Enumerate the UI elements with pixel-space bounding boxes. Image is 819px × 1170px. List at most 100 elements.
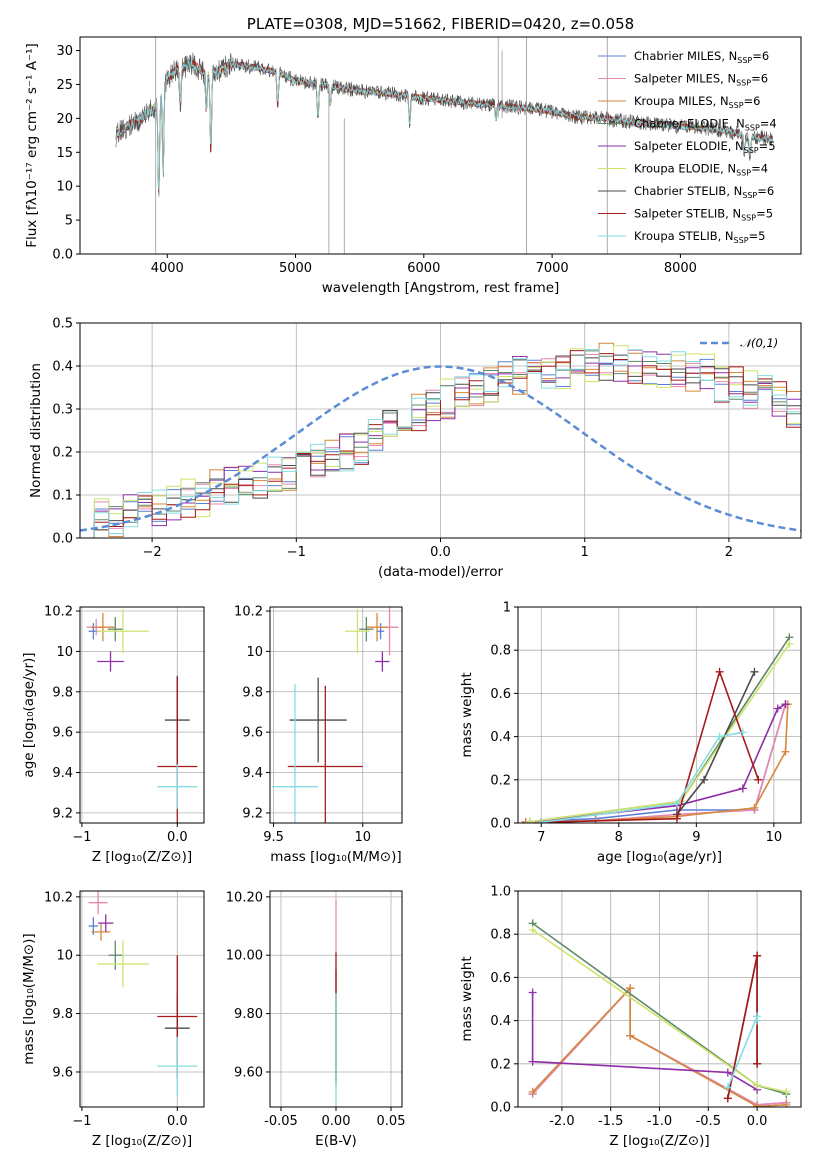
y-tick-label: 0.6: [490, 971, 511, 986]
axes-frame: [517, 606, 802, 824]
legend-label-suffix: =6: [757, 184, 774, 198]
mass-weight-marker: [537, 818, 546, 823]
legend-label-sub: SSP: [729, 101, 744, 110]
mass-weight-line: [529, 643, 791, 823]
mass-weight-marker: [700, 775, 709, 784]
legend-label-main: Salpeter STELIB, N: [634, 207, 741, 221]
errorbar-point: [108, 940, 122, 970]
legend-label-sub: SSP: [741, 214, 756, 223]
y-tick-label: 0.4: [490, 1014, 511, 1029]
x-tick-label: 5000: [279, 261, 312, 276]
x-tick-label: 2: [725, 545, 733, 560]
y-tick-label: 0.0: [52, 248, 73, 263]
legend-label: Salpeter MILES, NSSP=6: [634, 72, 768, 88]
x-axis-label: wavelength [Angstrom, rest frame]: [322, 280, 560, 296]
x-tick-label: -0.5: [696, 1114, 721, 1129]
errorbar-point: [157, 764, 198, 809]
legend-label-sub: SSP: [736, 79, 751, 88]
x-axis-label: E(B-V): [315, 1133, 357, 1149]
y-tick-label: 10: [56, 180, 73, 195]
y-tick-label: 0.8: [490, 644, 511, 659]
histogram-series: [80, 345, 801, 538]
normal-curve: [80, 365, 801, 532]
plot-area-mass-vs-Z: [88, 891, 198, 1096]
x-tick-label: −2: [143, 545, 162, 560]
x-axis-label: Z [log₁₀(Z/Z⊙)]: [92, 1133, 192, 1149]
mass-weight-marker: [782, 1087, 791, 1096]
legend-label: Salpeter ELODIE, NSSP=5: [634, 139, 776, 155]
x-tick-label: −1: [287, 545, 306, 560]
mass-weight-series: [528, 925, 791, 1096]
axes-frame: [269, 606, 403, 824]
y-tick-label: 0.0: [490, 817, 511, 832]
mass-weight-series: [525, 633, 794, 823]
legend-entry: Salpeter MILES, NSSP=6: [598, 72, 768, 88]
mass-weight-marker: [773, 704, 782, 713]
x-axis-label: mass [log₁₀(M/M⊙)]: [270, 849, 401, 865]
x-axis-label: Z [log₁₀(Z/Z⊙)]: [92, 849, 192, 865]
mass-weight-marker: [753, 1081, 762, 1090]
legend-label-main: Kroupa STELIB, N: [634, 229, 734, 243]
y-tick-label: 9.8: [242, 685, 263, 700]
y-tick-label: 0.1: [52, 489, 73, 504]
legend-label-suffix: =6: [744, 94, 761, 108]
mass-weight-line: [529, 636, 791, 823]
y-axis-label: mass weight: [459, 956, 475, 1041]
x-tick-label: 10: [766, 830, 783, 845]
mass-weight-line: [541, 669, 760, 823]
y-tick-label: 10.00: [226, 949, 263, 964]
legend-label: Salpeter STELIB, NSSP=5: [634, 207, 773, 223]
y-tick-label: 0.6: [490, 687, 511, 702]
mass-weight-marker: [750, 667, 759, 676]
mass-weight-marker: [528, 1087, 537, 1096]
y-tick-label: 25: [56, 78, 73, 93]
legend-entry: Chabrier MILES, NSSP=6: [598, 49, 769, 65]
mass-weight-marker: [738, 784, 747, 793]
panel-residual-histogram: −2 −1 0.0 1 2 0.0 0.1 0.2 0.3 0.4 0.5 (data-model)/…: [28, 317, 802, 580]
y-tick-label: 9.6: [242, 726, 263, 741]
y-tick-label: 10.2: [44, 605, 73, 620]
y-tick-label: 10.2: [234, 605, 263, 620]
legend-entry: Salpeter ELODIE, NSSP=5: [598, 139, 776, 155]
legend-label-main: Kroupa MILES, N: [634, 94, 729, 108]
y-tick-label: 10.2: [44, 890, 73, 905]
legend-label: 𝒩(0,1): [740, 336, 778, 350]
mass-weight-marker: [781, 747, 790, 756]
y-tick-label: 0.3: [52, 403, 73, 418]
x-tick-label: 7: [537, 830, 545, 845]
legend-label-suffix: =4: [760, 117, 777, 131]
mass-weight-marker: [753, 1059, 762, 1068]
legend-label: Chabrier ELODIE, NSSP=4: [634, 117, 777, 133]
legend-entry: Kroupa STELIB, NSSP=5: [598, 229, 765, 245]
y-tick-label: 9.8: [52, 685, 73, 700]
y-tick-label: 9.80: [234, 1007, 263, 1022]
panel-mass-vs-Z: −1 0.0 9.6 9.8 10 10.2 Z [log₁₀(Z/Z⊙)] mass [lo…: [21, 890, 205, 1149]
mass-weight-marker: [528, 925, 537, 934]
axes-frame: [269, 890, 403, 1108]
x-tick-label: -1.0: [647, 1114, 672, 1129]
y-tick-label: 9.4: [52, 766, 73, 781]
x-tick-label: 9: [692, 830, 700, 845]
x-tick-label: −1: [72, 830, 91, 845]
legend-label-sub: SSP: [742, 191, 757, 200]
x-tick-label: 4000: [151, 261, 184, 276]
spectrum-model-line: [115, 59, 773, 191]
legend-label: Kroupa MILES, NSSP=6: [634, 94, 760, 110]
errorbar-point: [97, 651, 124, 672]
x-tick-label: 0.0: [167, 1114, 188, 1129]
legend-label: Kroupa STELIB, NSSP=5: [634, 229, 765, 245]
y-tick-label: 0.8: [490, 928, 511, 943]
chart-title: PLATE=0308, MJD=51662, FIBERID=0420, z=0…: [247, 15, 634, 33]
errorbar-point: [359, 617, 374, 642]
y-tick-label: 1: [503, 601, 511, 616]
axes-frame: [79, 322, 802, 539]
y-axis-label: Flux [fλ10⁻¹⁷ erg cm⁻² s⁻¹ A⁻¹]: [24, 43, 40, 248]
x-tick-label: 9.5: [263, 830, 284, 845]
mass-weight-marker: [785, 639, 794, 648]
y-tick-label: 10: [56, 645, 73, 660]
mass-weight-marker: [528, 988, 537, 997]
mass-weight-marker: [715, 667, 724, 676]
mass-weight-marker: [753, 1016, 762, 1025]
x-tick-label: −1: [72, 1114, 91, 1129]
